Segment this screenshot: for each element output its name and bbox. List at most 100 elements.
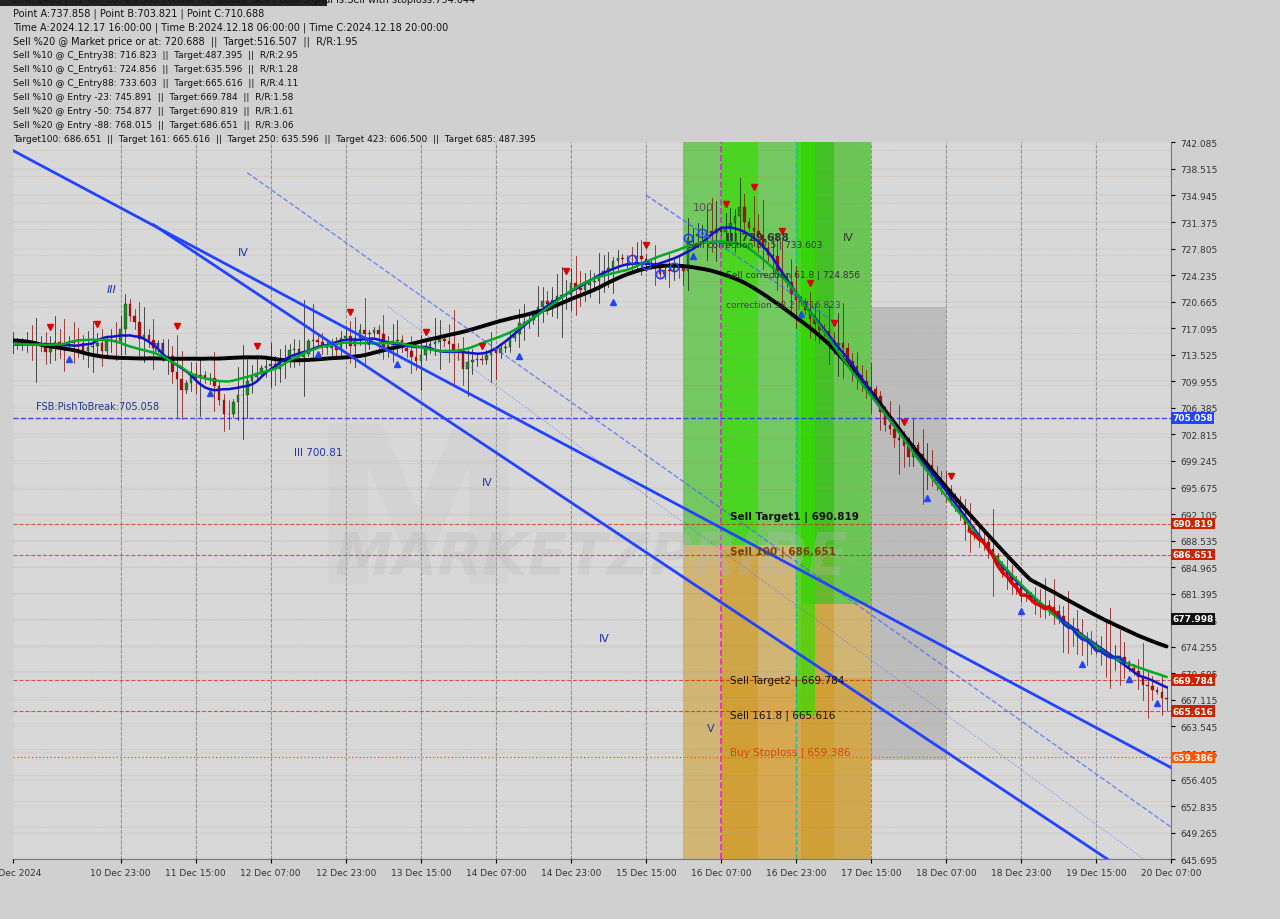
Bar	[284, 361, 287, 364]
Text: Sell correction 61.8 | 724.856: Sell correction 61.8 | 724.856	[726, 270, 860, 279]
Bar	[172, 357, 174, 373]
Bar	[814, 320, 817, 324]
Bar	[888, 425, 891, 430]
Bar	[691, 237, 694, 239]
Bar	[872, 307, 946, 760]
Text: IV: IV	[844, 233, 854, 243]
Bar	[138, 323, 141, 340]
Bar	[1128, 663, 1130, 668]
Bar	[603, 272, 605, 276]
Bar	[617, 259, 620, 262]
Bar	[518, 323, 521, 335]
Bar	[673, 268, 676, 272]
Bar	[532, 315, 535, 320]
Bar	[1010, 576, 1012, 584]
Bar	[157, 344, 160, 348]
Bar	[353, 339, 356, 346]
Bar	[922, 454, 924, 467]
Bar	[457, 351, 460, 353]
Bar	[335, 347, 338, 350]
Bar	[721, 545, 759, 859]
Bar	[406, 349, 408, 352]
Bar	[105, 342, 108, 352]
Bar	[186, 383, 188, 391]
Bar	[1029, 596, 1032, 599]
Bar	[869, 388, 873, 390]
Bar	[49, 346, 51, 353]
Bar	[978, 535, 980, 539]
Bar	[733, 217, 736, 224]
Bar	[311, 341, 315, 342]
Bar	[26, 341, 28, 345]
Bar	[1080, 635, 1083, 640]
Bar	[1043, 606, 1046, 609]
Bar	[649, 264, 652, 266]
Text: 665.616: 665.616	[1172, 707, 1213, 716]
Bar	[940, 482, 942, 484]
Text: M: M	[307, 415, 529, 630]
Bar	[911, 446, 914, 458]
Bar	[781, 272, 783, 278]
Text: Sell %20 @ Entry -88: 768.015  ||  Target:686.651  ||  R/R:3.06: Sell %20 @ Entry -88: 768.015 || Target:…	[13, 121, 293, 130]
Bar	[325, 346, 328, 348]
Text: 100: 100	[692, 203, 714, 212]
Bar	[424, 346, 426, 355]
Bar	[214, 379, 216, 386]
Bar	[1105, 652, 1107, 655]
Bar	[508, 338, 511, 347]
Bar	[800, 301, 803, 302]
Text: Time A:2024.12.17 16:00:00 | Time B:2024.12.18 06:00:00 | Time C:2024.12.18 20:0: Time A:2024.12.17 16:00:00 | Time B:2024…	[13, 23, 448, 33]
Bar	[31, 341, 33, 346]
Text: Sell Target2 | 669.784: Sell Target2 | 669.784	[731, 675, 845, 685]
Bar	[1057, 611, 1060, 617]
Bar	[1052, 607, 1055, 611]
Bar	[846, 348, 849, 362]
Bar	[443, 340, 445, 342]
Bar	[561, 296, 563, 297]
Bar	[293, 350, 296, 351]
Bar	[438, 340, 440, 343]
Bar	[687, 239, 690, 271]
Bar	[209, 379, 211, 380]
Bar	[1142, 677, 1144, 686]
Bar	[189, 374, 192, 383]
Bar	[1020, 587, 1023, 596]
Bar	[133, 317, 136, 323]
Text: Sell correction 87.5 | 733.603: Sell correction 87.5 | 733.603	[689, 241, 823, 250]
Bar	[381, 335, 384, 348]
Bar	[471, 361, 474, 363]
Bar	[818, 324, 820, 330]
Bar	[513, 335, 516, 338]
Bar	[246, 381, 248, 396]
Bar	[719, 230, 722, 233]
Text: V: V	[365, 336, 372, 346]
Text: V: V	[707, 722, 714, 732]
Text: IV: IV	[599, 633, 609, 643]
Bar	[161, 344, 164, 357]
Bar	[429, 345, 431, 346]
Bar	[931, 466, 933, 478]
Bar	[663, 271, 666, 275]
Bar	[372, 331, 375, 334]
Bar	[330, 347, 333, 348]
Bar	[17, 343, 19, 346]
Text: Sell %20 @ Entry -50: 754.877  ||  Target:690.819  ||  R/R:1.61: Sell %20 @ Entry -50: 754.877 || Target:…	[13, 107, 293, 116]
Bar	[175, 373, 178, 380]
Bar	[1123, 657, 1125, 663]
Bar	[110, 341, 113, 342]
Bar	[1133, 668, 1135, 671]
Bar	[682, 268, 685, 271]
Bar	[392, 342, 394, 346]
Bar	[837, 344, 840, 346]
Bar	[265, 367, 268, 369]
Bar	[696, 234, 699, 237]
Text: 690.819: 690.819	[1172, 519, 1213, 528]
Bar	[115, 341, 118, 342]
Bar	[856, 366, 859, 376]
Bar	[645, 260, 648, 266]
Bar	[804, 302, 806, 312]
Bar	[893, 430, 896, 438]
Bar	[758, 232, 760, 236]
Bar	[339, 339, 342, 350]
Bar	[897, 438, 900, 441]
